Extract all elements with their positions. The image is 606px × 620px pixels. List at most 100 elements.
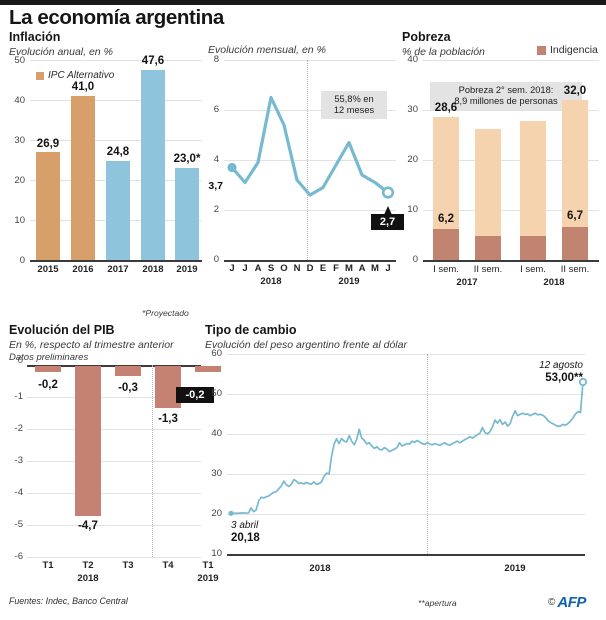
xtick-t4-2018: T4	[162, 560, 174, 571]
ytick-m5: -5	[14, 519, 23, 530]
bar-indigencia-2017-s2	[475, 236, 501, 260]
pobreza-subtitle: % de la población	[402, 46, 485, 58]
callout-line-1: Pobreza 2° sem. 2018:	[458, 85, 554, 95]
xtick-2018: 2018	[142, 264, 164, 275]
value-label-t1-2019: -0,2	[176, 387, 214, 403]
pobreza-legend: Indigencia	[537, 44, 598, 56]
gridline-60	[227, 354, 585, 355]
total-label-2018-s2: 32,0	[563, 85, 587, 97]
xtick-month-3: S	[267, 263, 275, 274]
afp-logo: © AFP	[548, 594, 586, 611]
ytick-60: 60	[211, 348, 222, 359]
cambio-plot: 60 50 40 30 20 10 3 abril 20,18 12 agost…	[205, 349, 603, 584]
xtick-month-2: A	[254, 263, 262, 274]
ytick-40: 40	[407, 54, 418, 65]
cambio-start-date: 3 abril	[231, 520, 259, 531]
ytick-0: 0	[19, 255, 25, 266]
pib-title: Evolución del PIB	[9, 323, 115, 337]
gridline-m2	[27, 429, 201, 430]
sources-note: Fuentes: Indec, Banco Central	[9, 596, 128, 606]
x-axis	[423, 260, 599, 262]
ytick-50: 50	[211, 388, 222, 399]
panel-pobreza: Pobreza % de la población Indigencia 40 …	[402, 31, 602, 321]
gridline-20	[423, 160, 599, 161]
gridline-m5	[27, 525, 201, 526]
mensual-plot: 8 6 4 2 0 3,7 55,8% en 12 meses 2,7 J J …	[205, 55, 404, 310]
gridline-20	[227, 514, 585, 515]
indigencia-label-2017-s1: 6,2	[438, 213, 454, 225]
ytick-m1: -1	[14, 391, 23, 402]
xtick-month-10: A	[358, 263, 366, 274]
ytick-0: 0	[412, 254, 418, 265]
xtick-month-4: O	[280, 263, 288, 274]
value-label-t4-2018: -1,3	[158, 413, 178, 425]
gridline-10	[423, 210, 599, 211]
x-axis	[30, 260, 202, 262]
x-axis	[227, 554, 585, 556]
legend-label-ipc-alternativo: IPC Alternativo	[48, 70, 115, 81]
xtick-year-2018: 2018	[260, 276, 282, 287]
xtick-month-7: E	[319, 263, 327, 274]
ytick-m3: -3	[14, 455, 23, 466]
year-divider	[152, 365, 153, 557]
mensual-end-label: 2,7	[371, 214, 404, 230]
gridline-40	[423, 60, 599, 61]
pib-subtitle: En %, respecto al trimestre anterior	[9, 339, 174, 351]
xtick-2016: 2016	[72, 264, 94, 275]
ytick-m2: -2	[14, 423, 23, 434]
legend-swatch-ipc-alternativo	[36, 71, 44, 80]
ytick-30: 30	[211, 468, 222, 479]
gridline-m4	[27, 493, 201, 494]
gridline-30	[30, 140, 202, 141]
xtick-2019: 2019	[176, 264, 198, 275]
gridline-4	[224, 160, 396, 161]
ytick-m6: -6	[14, 551, 23, 562]
bar-pobreza-2018-s1	[520, 121, 546, 236]
ytick-50: 50	[14, 55, 25, 66]
bar-indigencia-2018-s1	[520, 236, 546, 260]
mensual-line-chart	[227, 95, 395, 216]
xtick-year-2018: 2018	[77, 573, 99, 584]
bar-indigencia-2017-s1	[433, 229, 459, 260]
pib-subtitle2: Datos preliminares	[9, 352, 89, 363]
xtick-month-6: D	[306, 263, 314, 274]
ytick-0: 0	[213, 254, 219, 265]
xtick-2018-s1: I sem.	[520, 264, 546, 275]
xtick-month-8: F	[333, 263, 339, 274]
xtick-t3-2018: T3	[122, 560, 134, 571]
xtick-t1-2018: T1	[42, 560, 54, 571]
xtick-month-0: J	[229, 263, 235, 274]
gridline-m1	[27, 397, 201, 398]
legend-label-indigencia: Indigencia	[550, 44, 598, 56]
ytick-0: 0	[17, 355, 23, 366]
cambio-end-date: 12 agosto	[539, 360, 583, 371]
ytick-2: 2	[213, 204, 219, 215]
bar-t1-2019	[195, 366, 221, 373]
pobreza-title: Pobreza	[402, 30, 451, 44]
gridline-40	[227, 434, 585, 435]
inflacion-legend: IPC Alternativo	[36, 70, 114, 81]
indigencia-label-2018-s2: 6,7	[567, 210, 583, 222]
pobreza-plot: 40 30 20 10 0 Pobreza 2° sem. 2018: 8,9 …	[402, 55, 602, 295]
zero-axis	[27, 365, 201, 367]
bar-2015	[36, 152, 60, 260]
copyright-icon: ©	[548, 597, 556, 608]
ytick-10: 10	[211, 548, 222, 559]
cambio-end-annotation: 12 agosto 53,00**	[487, 360, 583, 385]
panel-inflacion-mensual: Evolución mensual, en % 8 6 4 2 0 3,7 55…	[205, 44, 404, 319]
xtick-month-12: J	[385, 263, 391, 274]
gridline-40	[30, 100, 202, 101]
mensual-callout: 55,8% en 12 meses	[321, 91, 387, 119]
bar-pobreza-2017-s1	[433, 117, 459, 229]
cambio-subtitle: Evolución del peso argentino frente al d…	[205, 339, 407, 351]
xtick-year-2018: 2018	[543, 277, 565, 288]
xtick-year-2019: 2019	[504, 563, 526, 574]
value-label-t2-2018: -4,7	[78, 520, 98, 532]
xtick-year-2019: 2019	[338, 276, 360, 287]
gridline-30	[423, 110, 599, 111]
ytick-20: 20	[211, 508, 222, 519]
panel-tipo-de-cambio: Tipo de cambio Evolución del peso argent…	[205, 324, 603, 594]
bar-t1-2018	[35, 366, 61, 373]
ytick-40: 40	[14, 95, 25, 106]
xtick-t1-2019: T1	[202, 560, 214, 571]
